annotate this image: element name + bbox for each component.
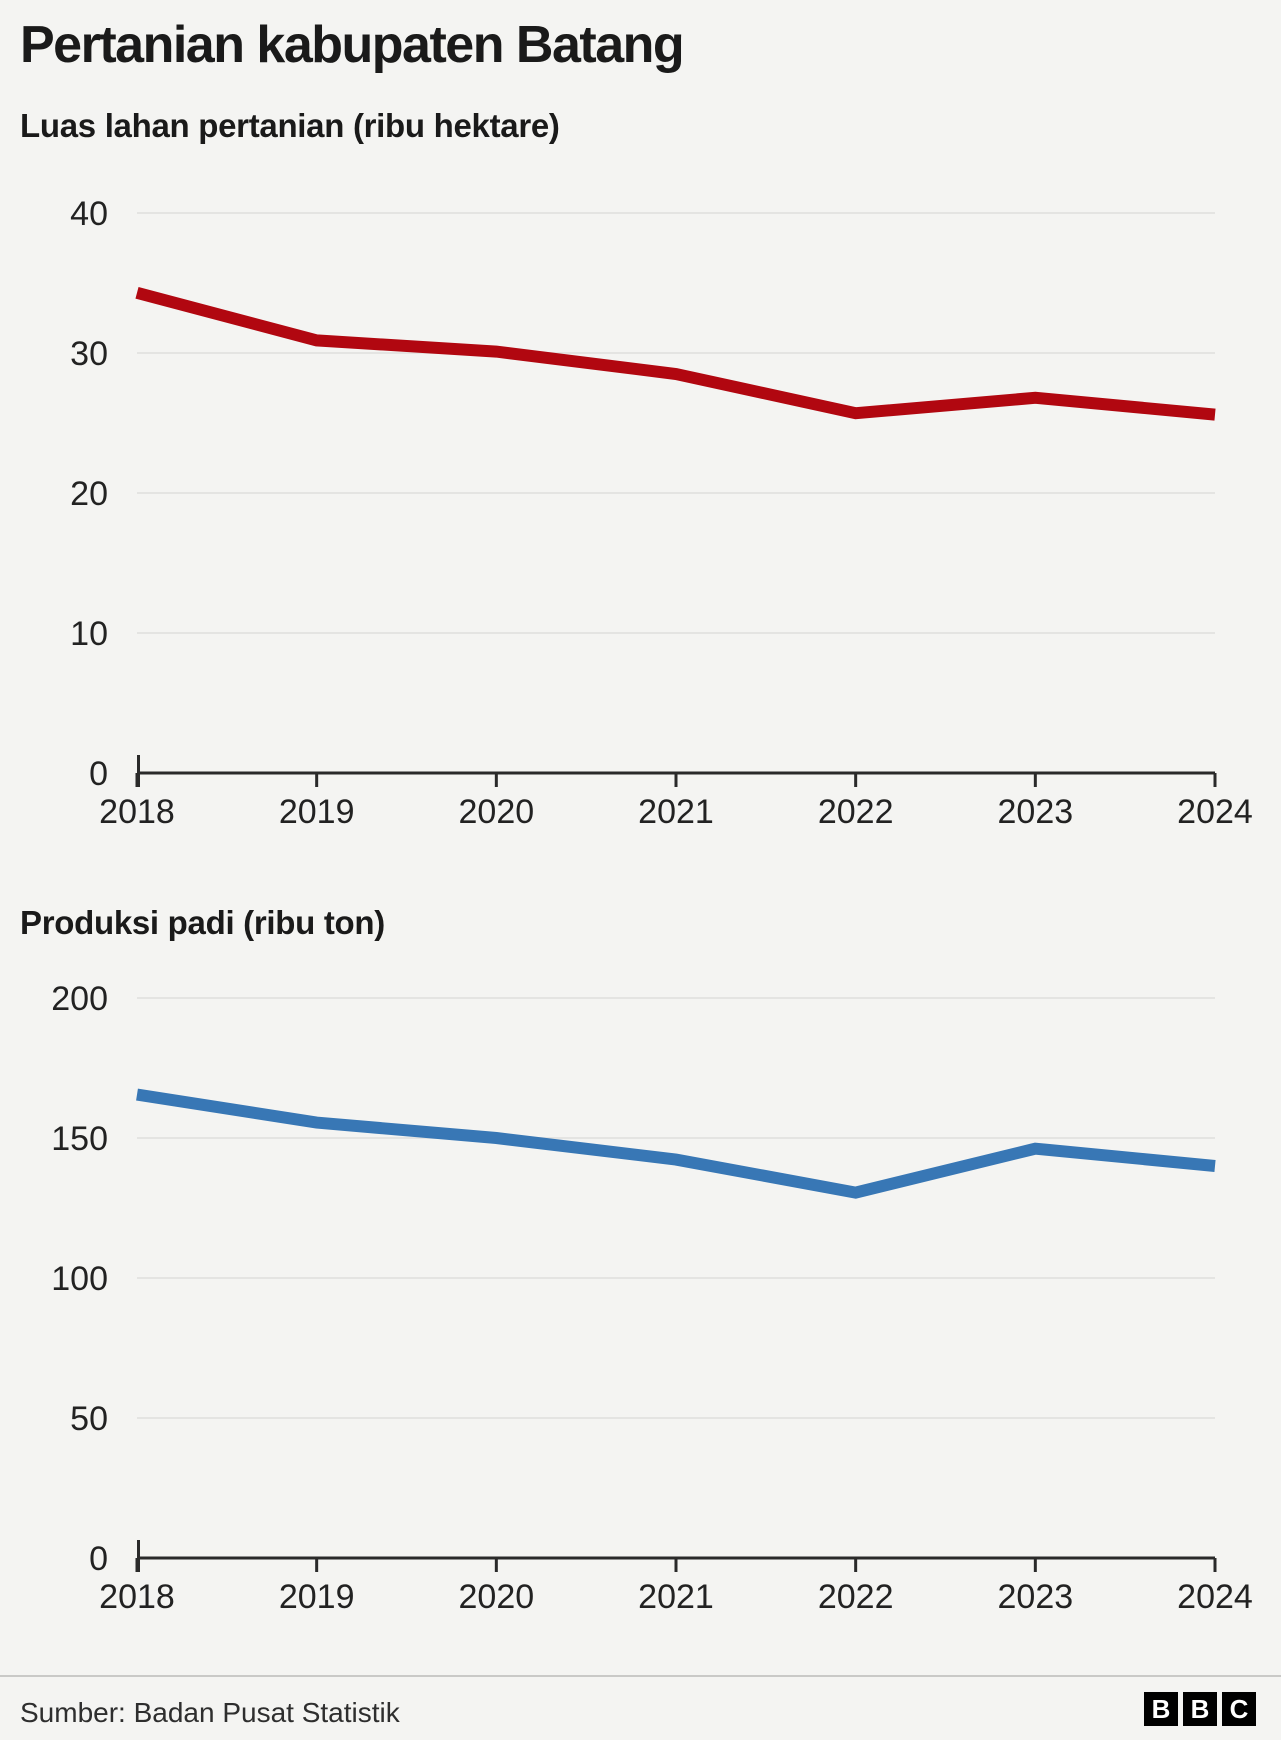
y-tick-label: 50: [70, 1400, 108, 1438]
source-caption: Sumber: Badan Pusat Statistik: [20, 1697, 400, 1728]
x-tick-label: 2023: [998, 793, 1074, 831]
x-tick-label: 2022: [818, 1578, 894, 1616]
x-tick-label: 2020: [459, 1578, 535, 1616]
page-title: Pertanian kabupaten Batang: [20, 16, 685, 74]
y-tick-label: 100: [51, 1260, 108, 1298]
x-tick-label: 2020: [459, 793, 535, 831]
land-area-chart-title: Luas lahan pertanian (ribu hektare): [20, 107, 560, 144]
y-tick-label: 0: [89, 755, 108, 793]
x-tick-label: 2022: [818, 793, 894, 831]
y-tick-label: 20: [70, 475, 108, 513]
rice-production-chart-title: Produksi padi (ribu ton): [20, 904, 385, 941]
bbc-logo-letter-b1: B: [1144, 1692, 1178, 1726]
bbc-logo: B B C: [1144, 1692, 1256, 1726]
x-tick-label: 2024: [1177, 1578, 1253, 1616]
y-tick-label: 30: [70, 335, 108, 373]
x-tick-label: 2023: [998, 1578, 1074, 1616]
x-tick-label: 2019: [279, 1578, 355, 1616]
y-tick-label: 10: [70, 615, 108, 653]
land-area-line-chart: 0 10 20 30 40 2018 2019 2020 2021 2022 2023 2024: [70, 195, 1253, 831]
x-tick-label: 2018: [99, 1578, 175, 1616]
y-tick-label: 200: [51, 980, 108, 1018]
x-tick-label: 2021: [638, 793, 714, 831]
land-area-data-line: [135, 287, 1216, 421]
y-tick-label: 150: [51, 1120, 108, 1158]
y-tick-label: 40: [70, 195, 108, 233]
x-tick-label: 2024: [1177, 793, 1253, 831]
bbc-logo-letter-c: C: [1222, 1692, 1256, 1726]
footer-divider: [0, 1675, 1281, 1677]
y-tick-label: 0: [89, 1540, 108, 1578]
x-tick-label: 2021: [638, 1578, 714, 1616]
x-tick-label: 2018: [99, 793, 175, 831]
rice-production-line-chart: 0 50 100 150 200 2018 2019 2020 2021 2022 2023 2024: [51, 980, 1253, 1616]
bbc-logo-letter-b2: B: [1183, 1692, 1217, 1726]
x-tick-label: 2019: [279, 793, 355, 831]
rice-production-data-line: [136, 1088, 1216, 1199]
